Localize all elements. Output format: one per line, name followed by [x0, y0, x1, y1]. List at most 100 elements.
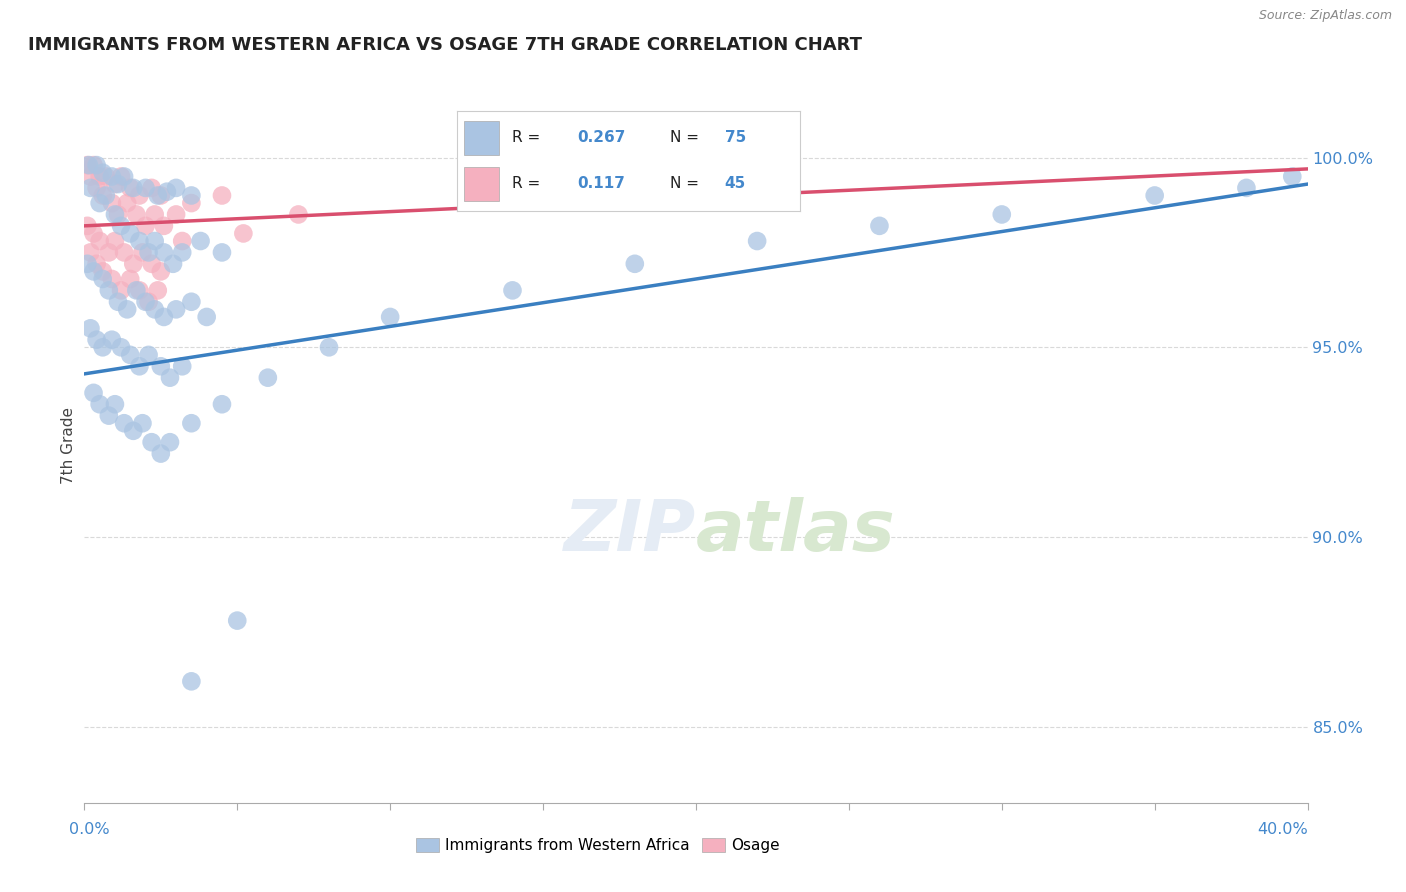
Text: Source: ZipAtlas.com: Source: ZipAtlas.com: [1258, 9, 1392, 22]
Text: ZIP: ZIP: [564, 497, 696, 566]
Point: [110, 169, 132, 184]
Point: [89, 196, 111, 211]
Point: [89, 397, 111, 411]
Point: [165, 302, 187, 317]
Point: [138, 348, 160, 362]
Point: [104, 207, 127, 221]
Point: [180, 196, 202, 211]
Point: [89, 234, 111, 248]
Point: [110, 340, 132, 354]
Point: [101, 196, 124, 211]
Point: [990, 207, 1012, 221]
Point: [101, 272, 124, 286]
Point: [77, 158, 100, 172]
Point: [94, 169, 117, 184]
Point: [79, 181, 101, 195]
Text: 0.0%: 0.0%: [69, 822, 110, 837]
Text: IMMIGRANTS FROM WESTERN AFRICA VS OSAGE 7TH GRADE CORRELATION CHART: IMMIGRANTS FROM WESTERN AFRICA VS OSAGE …: [28, 36, 862, 54]
Point: [110, 219, 132, 233]
Point: [138, 294, 160, 309]
Point: [97, 245, 120, 260]
Point: [83, 385, 105, 400]
Point: [211, 397, 233, 411]
Point: [287, 207, 309, 221]
Point: [149, 359, 172, 374]
Point: [165, 181, 187, 195]
Point: [153, 219, 176, 233]
Point: [232, 227, 254, 241]
Point: [211, 188, 233, 202]
Point: [128, 188, 150, 202]
Point: [162, 257, 184, 271]
Point: [115, 302, 138, 317]
Point: [180, 294, 202, 309]
Point: [128, 359, 150, 374]
Y-axis label: 7th Grade: 7th Grade: [60, 408, 76, 484]
Point: [97, 284, 120, 298]
Point: [141, 181, 163, 195]
Point: [131, 245, 153, 260]
Point: [1281, 169, 1303, 184]
Point: [83, 158, 105, 172]
Point: [869, 219, 891, 233]
Point: [107, 294, 129, 309]
Point: [156, 185, 179, 199]
Point: [172, 245, 194, 260]
Point: [138, 245, 160, 260]
Point: [1143, 188, 1166, 202]
Point: [112, 245, 135, 260]
Point: [86, 257, 108, 271]
Point: [120, 227, 142, 241]
Point: [83, 264, 105, 278]
Point: [91, 340, 114, 354]
Point: [83, 227, 105, 241]
Point: [120, 272, 142, 286]
Point: [190, 234, 212, 248]
Point: [128, 284, 150, 298]
Point: [624, 257, 647, 271]
Point: [135, 294, 157, 309]
Point: [120, 348, 142, 362]
Point: [107, 177, 129, 191]
Point: [143, 207, 166, 221]
Point: [146, 188, 169, 202]
Point: [135, 219, 157, 233]
Point: [380, 310, 402, 324]
Point: [79, 321, 101, 335]
Point: [125, 207, 148, 221]
Point: [159, 435, 181, 450]
Point: [107, 207, 129, 221]
Point: [135, 181, 157, 195]
Point: [180, 416, 202, 430]
Point: [91, 272, 114, 286]
Point: [76, 158, 98, 172]
Point: [122, 424, 145, 438]
Point: [180, 674, 202, 689]
Point: [104, 177, 127, 191]
Point: [128, 234, 150, 248]
Point: [122, 257, 145, 271]
Point: [195, 310, 218, 324]
Point: [318, 340, 340, 354]
Point: [101, 169, 124, 184]
Point: [112, 169, 135, 184]
Text: atlas: atlas: [696, 497, 896, 566]
Point: [141, 435, 163, 450]
Point: [86, 158, 108, 172]
Point: [165, 207, 187, 221]
Point: [149, 447, 172, 461]
Point: [745, 234, 768, 248]
Point: [97, 409, 120, 423]
Point: [86, 181, 108, 195]
Legend: Immigrants from Western Africa, Osage: Immigrants from Western Africa, Osage: [411, 832, 786, 859]
Point: [180, 188, 202, 202]
Point: [172, 359, 194, 374]
Point: [146, 284, 169, 298]
Point: [86, 333, 108, 347]
Point: [104, 234, 127, 248]
Point: [122, 181, 145, 195]
Point: [1234, 181, 1257, 195]
Point: [125, 284, 148, 298]
Point: [101, 333, 124, 347]
Point: [110, 284, 132, 298]
